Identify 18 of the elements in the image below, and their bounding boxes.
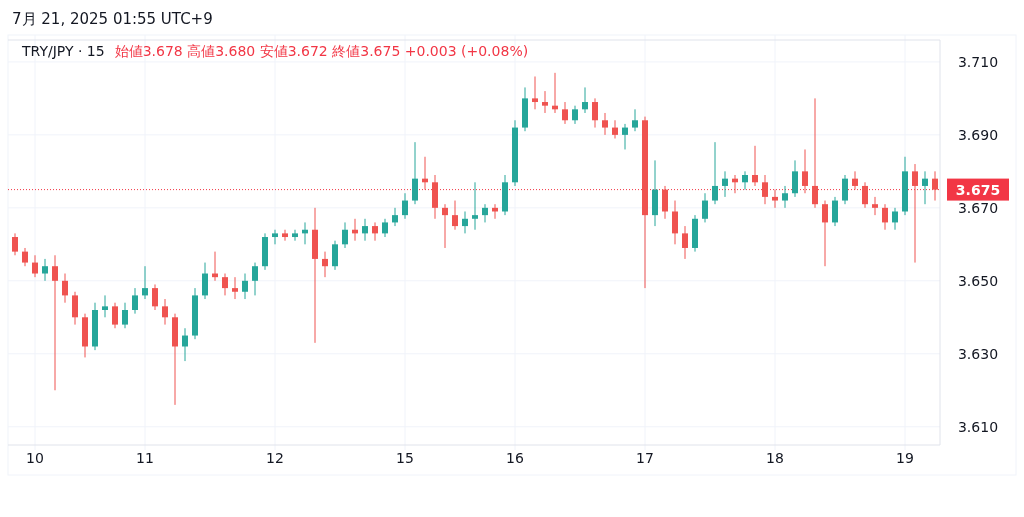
x-tick-label: 16 bbox=[506, 450, 524, 466]
y-tick-label: 3.710 bbox=[957, 53, 999, 70]
text: 7月 21, 2025 01:55 UTC+9 bbox=[12, 10, 213, 28]
x-tick-label: 12 bbox=[266, 450, 284, 466]
chart-title: TRY/JPY · 15 bbox=[21, 43, 105, 59]
x-tick-label: 11 bbox=[136, 450, 154, 466]
x-tick-label: 19 bbox=[896, 450, 914, 466]
y-tick-label: 3.690 bbox=[957, 126, 999, 143]
y-tick-label: 3.650 bbox=[957, 272, 999, 289]
chart-subtitle: 始値3.678 高値3.680 安値3.672 終値3.675 +0.003 (+0.08%) bbox=[114, 43, 529, 59]
y-tick-label: 3.610 bbox=[957, 418, 999, 435]
x-tick-label: 15 bbox=[396, 450, 414, 466]
ref-line-label: 3.675 bbox=[955, 181, 1001, 198]
y-tick-label: 3.630 bbox=[957, 345, 999, 362]
x-tick-label: 17 bbox=[636, 450, 654, 466]
x-tick-label: 10 bbox=[26, 450, 44, 466]
x-tick-label: 18 bbox=[766, 450, 784, 466]
y-tick-label: 3.670 bbox=[957, 199, 999, 216]
